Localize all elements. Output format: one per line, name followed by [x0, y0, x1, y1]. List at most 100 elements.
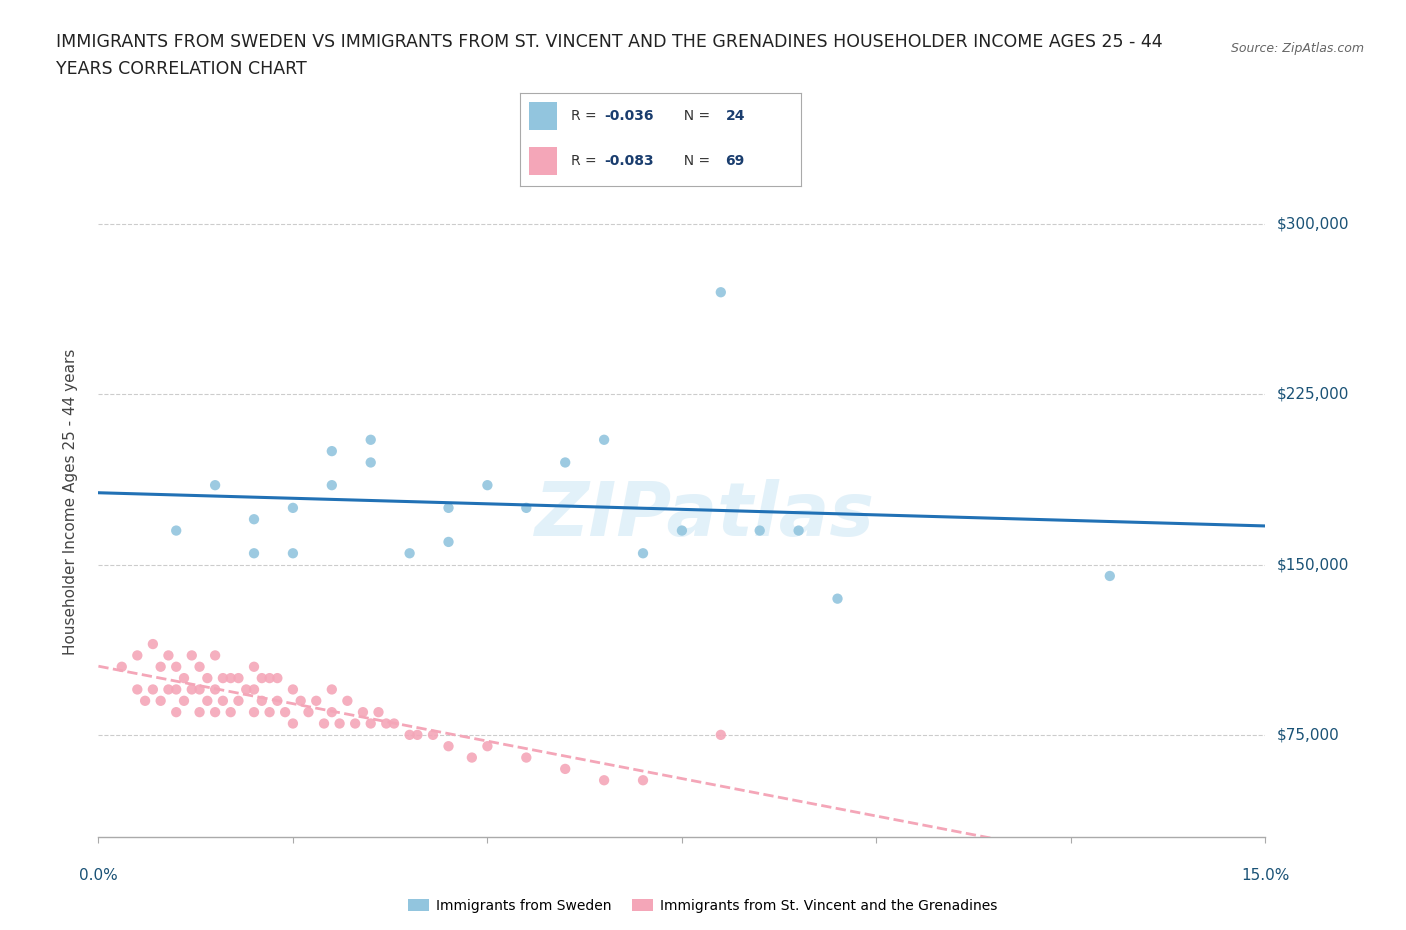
- Point: [710, 727, 733, 742]
- Point: [188, 705, 211, 720]
- Point: [281, 716, 304, 731]
- Point: [406, 727, 429, 742]
- Point: [461, 751, 484, 765]
- Point: [297, 705, 319, 720]
- Point: [360, 455, 382, 470]
- Point: [710, 285, 733, 299]
- Point: [336, 694, 359, 709]
- Point: [212, 671, 235, 685]
- Point: [142, 682, 165, 697]
- Point: [281, 500, 304, 515]
- Point: [321, 682, 343, 697]
- Point: [437, 738, 460, 753]
- Point: [204, 478, 226, 493]
- Point: [827, 591, 849, 606]
- Point: [111, 659, 134, 674]
- Point: [477, 738, 499, 753]
- Point: [631, 546, 654, 561]
- Point: [398, 546, 420, 561]
- Point: [195, 694, 218, 709]
- Legend: Immigrants from Sweden, Immigrants from St. Vincent and the Grenadines: Immigrants from Sweden, Immigrants from …: [402, 894, 1004, 919]
- Point: [593, 773, 616, 788]
- Point: [554, 455, 576, 470]
- Text: -0.036: -0.036: [605, 109, 654, 124]
- Point: [329, 716, 352, 731]
- Point: [250, 694, 273, 709]
- Point: [515, 500, 537, 515]
- Text: $225,000: $225,000: [1277, 387, 1348, 402]
- Point: [515, 751, 537, 765]
- Point: [671, 524, 693, 538]
- Text: YEARS CORRELATION CHART: YEARS CORRELATION CHART: [56, 60, 307, 78]
- Point: [321, 478, 343, 493]
- Point: [360, 716, 382, 731]
- Point: [243, 705, 266, 720]
- Point: [375, 716, 398, 731]
- Point: [149, 659, 172, 674]
- Bar: [529, 102, 557, 130]
- Point: [188, 682, 211, 697]
- Point: [437, 535, 460, 550]
- Point: [212, 694, 235, 709]
- Point: [259, 671, 281, 685]
- Bar: [529, 147, 557, 175]
- Point: [157, 648, 180, 663]
- Point: [266, 694, 288, 709]
- Point: [149, 694, 172, 709]
- Point: [127, 682, 149, 697]
- Point: [360, 432, 382, 447]
- Point: [180, 648, 202, 663]
- Point: [477, 478, 499, 493]
- Point: [165, 705, 187, 720]
- Point: [281, 682, 304, 697]
- Point: [554, 762, 576, 777]
- Text: Source: ZipAtlas.com: Source: ZipAtlas.com: [1230, 42, 1364, 55]
- Point: [631, 773, 654, 788]
- Point: [195, 671, 218, 685]
- Point: [165, 524, 187, 538]
- Point: [204, 705, 226, 720]
- Point: [352, 705, 374, 720]
- Text: $150,000: $150,000: [1277, 557, 1348, 572]
- Text: R =: R =: [571, 109, 600, 124]
- Point: [157, 682, 180, 697]
- Point: [219, 705, 242, 720]
- Point: [204, 648, 226, 663]
- Point: [274, 705, 297, 720]
- Point: [228, 671, 250, 685]
- Point: [127, 648, 149, 663]
- Point: [748, 524, 770, 538]
- Point: [290, 694, 312, 709]
- Point: [243, 546, 266, 561]
- Point: [321, 444, 343, 458]
- Point: [344, 716, 367, 731]
- Point: [188, 659, 211, 674]
- Point: [173, 671, 195, 685]
- Point: [321, 705, 343, 720]
- Point: [281, 546, 304, 561]
- Point: [173, 694, 195, 709]
- Point: [180, 682, 202, 697]
- Point: [367, 705, 389, 720]
- Point: [382, 716, 405, 731]
- Text: $300,000: $300,000: [1277, 217, 1348, 232]
- Text: 15.0%: 15.0%: [1241, 868, 1289, 883]
- Point: [165, 659, 187, 674]
- Point: [250, 671, 273, 685]
- Point: [243, 682, 266, 697]
- Point: [593, 432, 616, 447]
- Text: N =: N =: [675, 153, 714, 168]
- Text: -0.083: -0.083: [605, 153, 654, 168]
- Point: [243, 512, 266, 526]
- Point: [243, 659, 266, 674]
- Text: $75,000: $75,000: [1277, 727, 1340, 742]
- Text: IMMIGRANTS FROM SWEDEN VS IMMIGRANTS FROM ST. VINCENT AND THE GRENADINES HOUSEHO: IMMIGRANTS FROM SWEDEN VS IMMIGRANTS FRO…: [56, 33, 1163, 50]
- Point: [312, 716, 335, 731]
- Point: [259, 705, 281, 720]
- Point: [266, 671, 288, 685]
- Point: [165, 682, 187, 697]
- Point: [398, 727, 420, 742]
- Point: [1098, 568, 1121, 583]
- Point: [134, 694, 156, 709]
- Text: ZIPatlas: ZIPatlas: [536, 479, 876, 552]
